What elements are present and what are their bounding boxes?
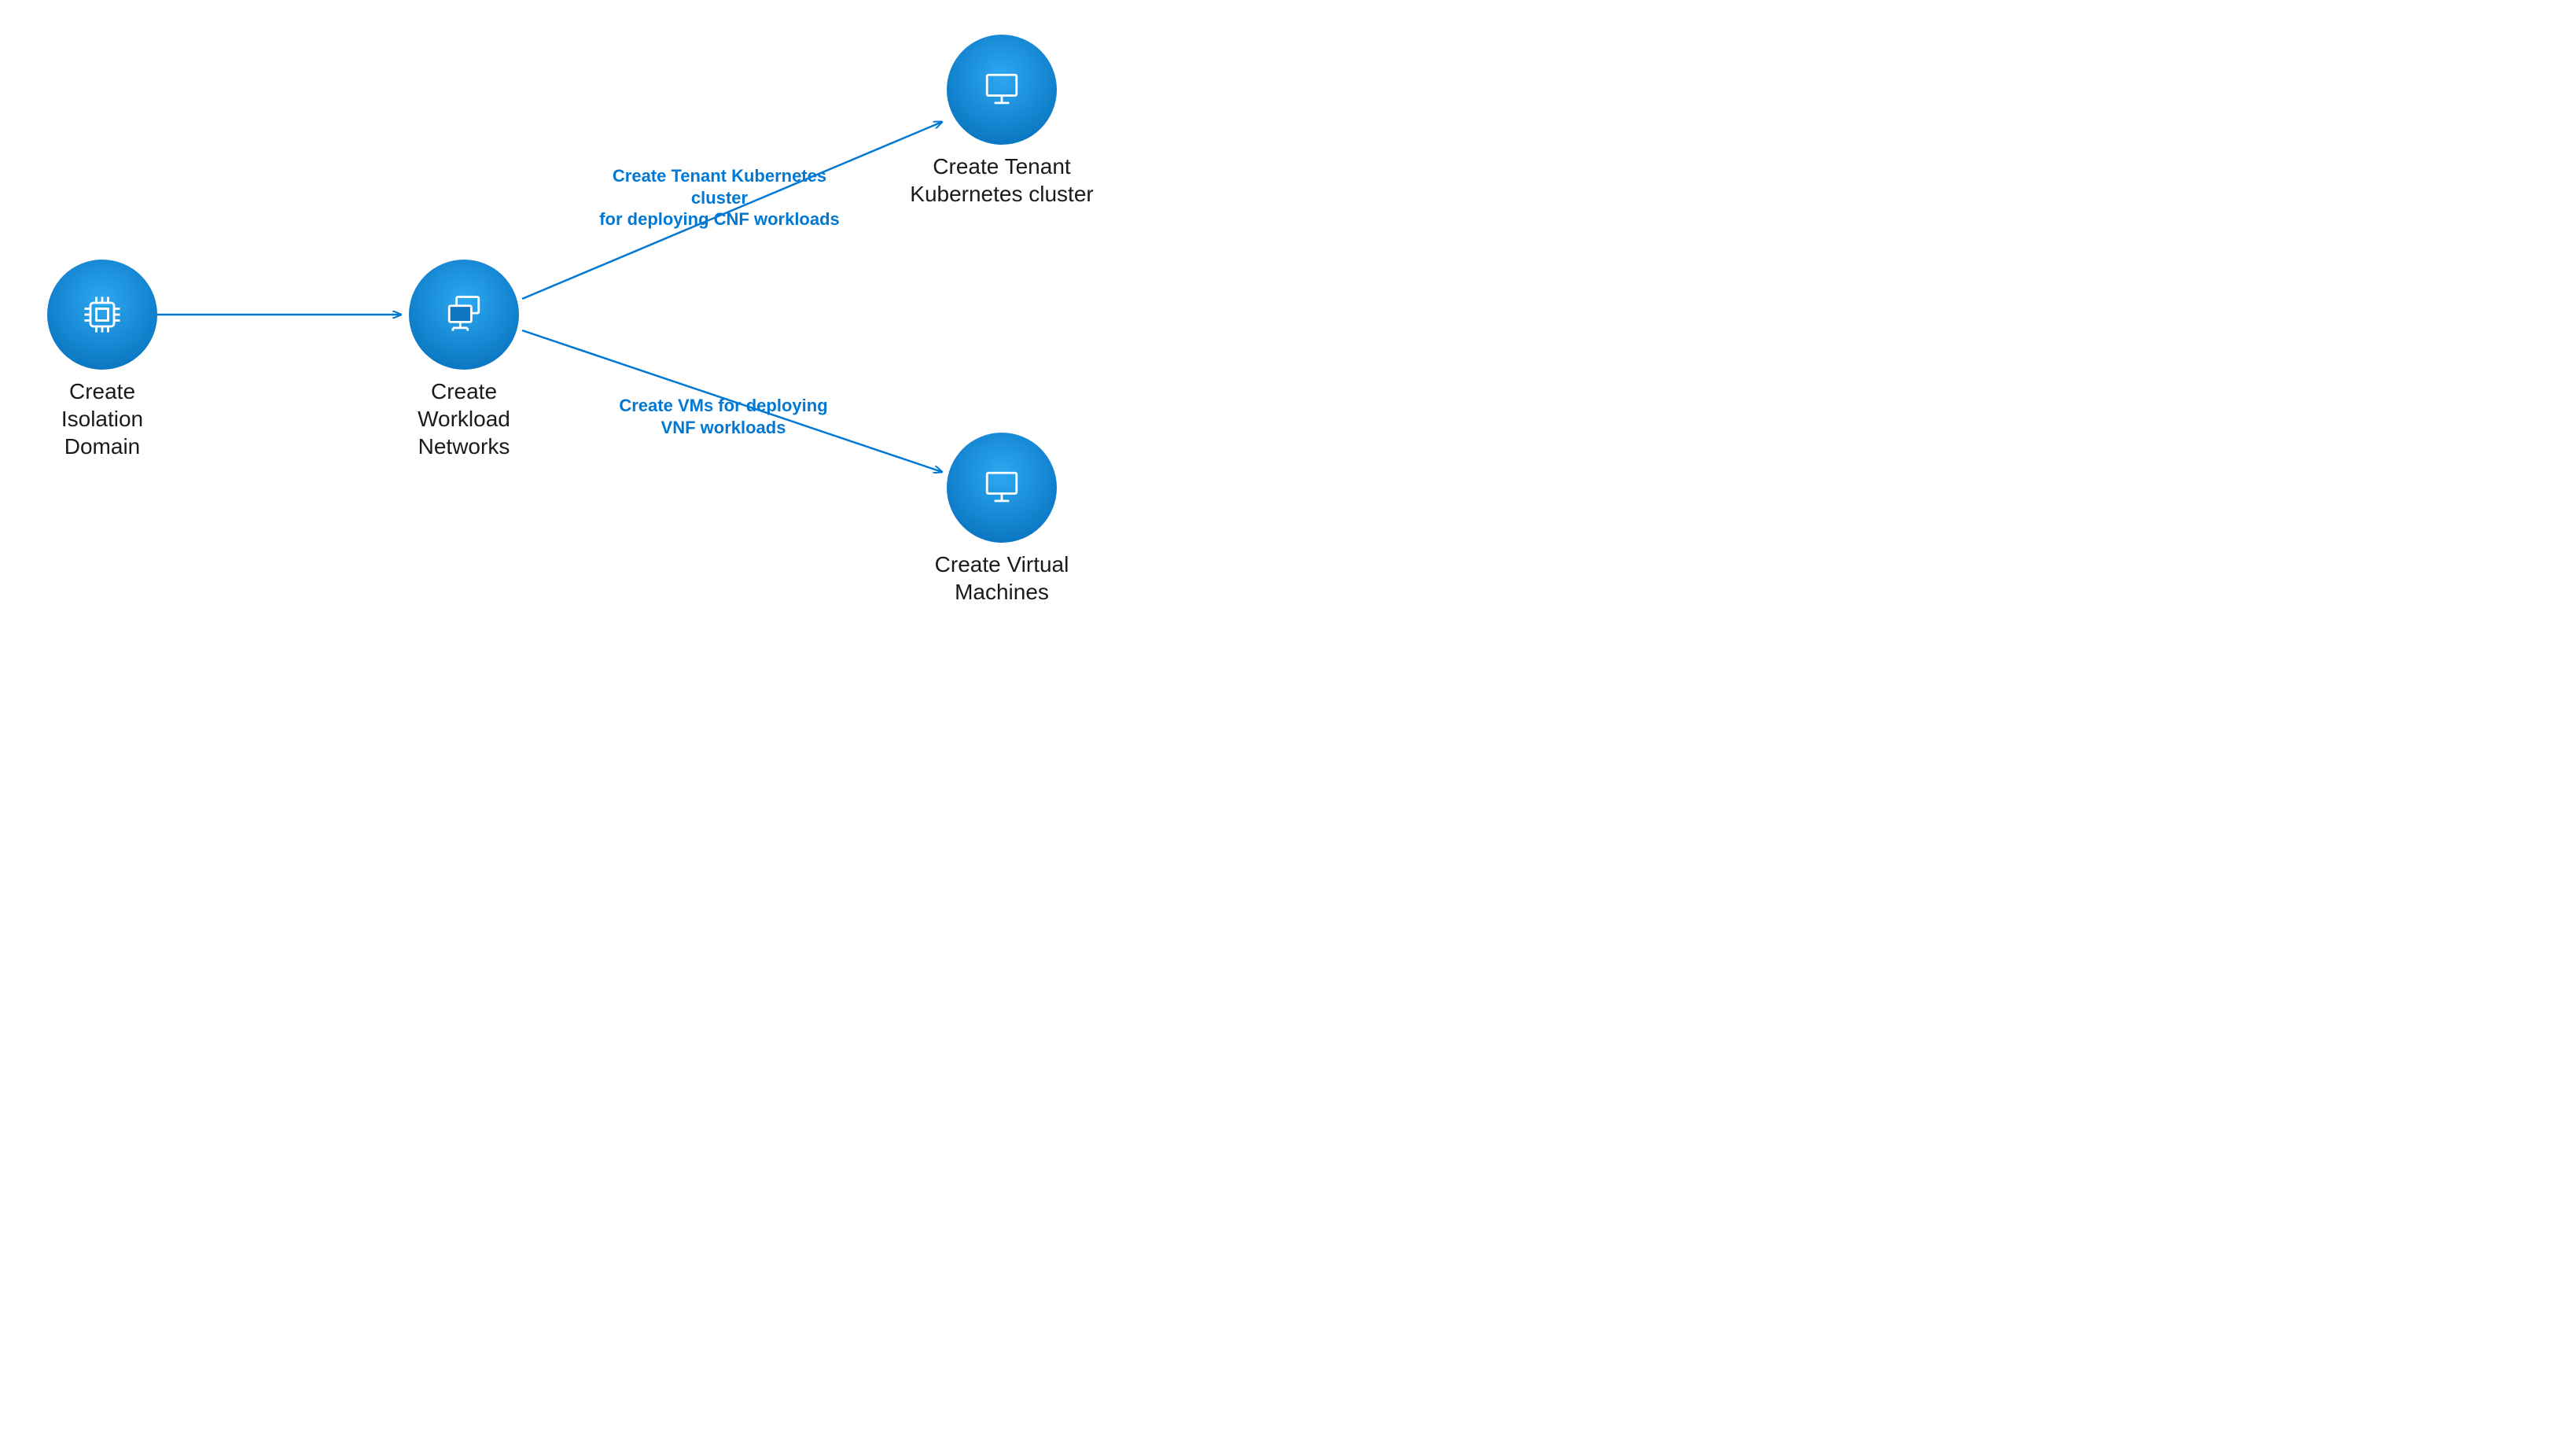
diagram-canvas: Create Isolation Domain Create Workload … [0,0,1164,653]
node-isolation-domain-label: Create Isolation Domain [24,378,181,460]
edge-label-vnf: Create VMs for deploying VNF workloads [605,395,841,438]
networks-icon [440,291,488,338]
node-kubernetes-cluster [947,35,1057,145]
monitor-icon [978,66,1025,113]
cpu-icon [79,291,126,338]
node-virtual-machines-label: Create Virtual Machines [884,551,1120,606]
monitor-icon [978,464,1025,511]
node-virtual-machines [947,433,1057,543]
node-isolation-domain [47,260,157,370]
node-kubernetes-cluster-label: Create Tenant Kubernetes cluster [884,153,1120,208]
node-workload-networks-label: Create Workload Networks [385,378,543,460]
node-workload-networks [409,260,519,370]
edge-label-cnf: Create Tenant Kubernetes cluster for dep… [582,165,857,230]
